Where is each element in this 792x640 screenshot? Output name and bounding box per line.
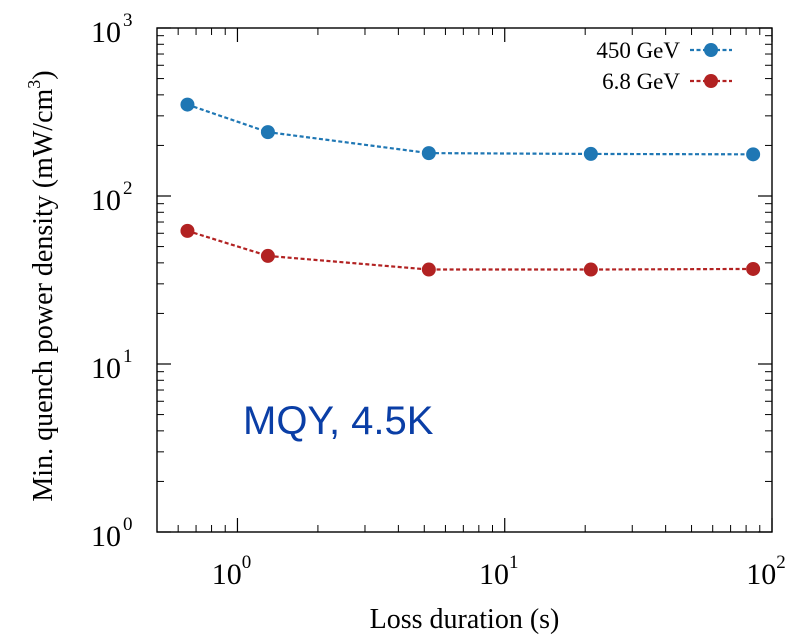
data-point (180, 97, 195, 112)
y-tick-base: 10 (91, 520, 121, 553)
chart-annotation: MQY, 4.5K (243, 399, 434, 443)
plot-frame (156, 27, 773, 533)
x-tick-exponent: 2 (776, 552, 786, 573)
data-point (421, 146, 436, 161)
x-tick-exponent: 1 (509, 552, 519, 573)
y-tick-label: 10 (91, 352, 121, 385)
data-point (746, 147, 761, 162)
y-tick-label: 10 (91, 520, 121, 553)
x-tick-label: 102 (746, 552, 786, 591)
y-tick-exponent: 3 (123, 10, 133, 31)
y-tick-exponent: 2 (123, 178, 133, 199)
legend-label-0: 450 GeV (596, 38, 680, 63)
y-axis-label: Min. quench power density (mW/cm3) (24, 70, 59, 501)
x-tick-base: 10 (479, 558, 509, 591)
data-point (421, 262, 436, 277)
data-point (583, 146, 598, 161)
y-tick-base: 10 (91, 352, 121, 385)
y-tick-base: 10 (91, 184, 121, 217)
series-group (180, 97, 761, 277)
y-tick-base: 10 (91, 16, 121, 49)
x-tick-label: 100 (212, 552, 252, 591)
y-tick-label: 10 (91, 16, 121, 49)
plot-area (156, 27, 773, 533)
data-point (746, 261, 761, 276)
y-tick-exponent: 1 (123, 346, 133, 367)
x-tick-base: 10 (746, 558, 776, 591)
y-axis-label-main: Min. quench power density (mW/cm (28, 88, 59, 501)
legend: 450 GeV 6.8 GeV (596, 38, 732, 94)
data-point (260, 125, 275, 140)
x-tick-label: 101 (479, 552, 519, 591)
x-axis-label: Loss duration (s) (370, 604, 560, 635)
y-tick-label: 10 (91, 184, 121, 217)
series-line-1 (187, 229, 754, 271)
legend-marker-1 (704, 74, 718, 88)
x-tick-exponent: 0 (242, 552, 252, 573)
x-tick-base: 10 (212, 558, 242, 591)
y-axis-label-end: ) (28, 70, 59, 79)
legend-label-1: 6.8 GeV (602, 69, 680, 94)
data-point (583, 262, 598, 277)
data-point (260, 248, 275, 263)
legend-marker-0 (704, 43, 718, 57)
y-axis-label-exponent: 3 (24, 80, 44, 89)
data-point (180, 223, 195, 238)
y-tick-exponent: 0 (123, 514, 133, 535)
